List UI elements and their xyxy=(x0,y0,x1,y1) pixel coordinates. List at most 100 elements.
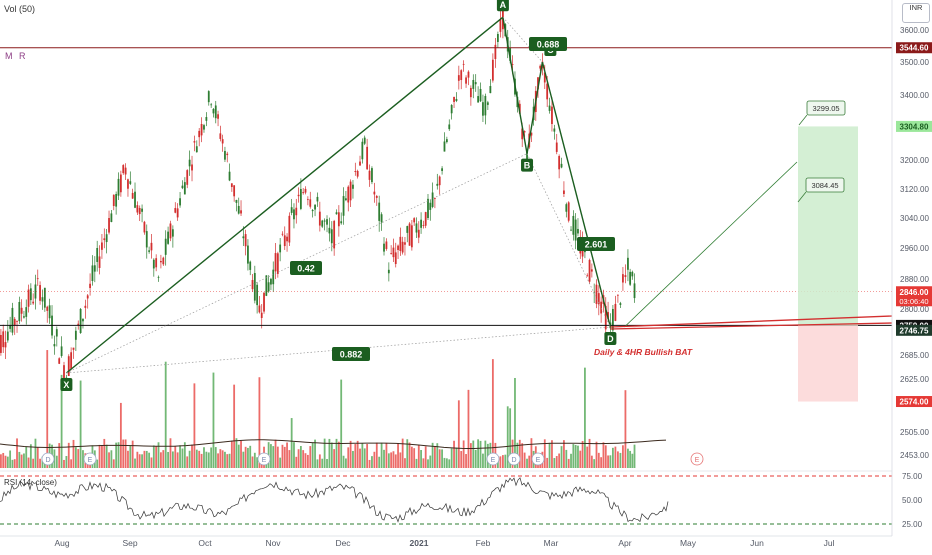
volume-bar xyxy=(2,452,5,468)
candle-body xyxy=(251,280,254,290)
candle-body xyxy=(546,83,549,100)
pattern-point-b-badge xyxy=(521,158,534,172)
event-marker-label: E xyxy=(262,457,267,464)
volume-bar xyxy=(443,457,446,468)
candle-body xyxy=(105,234,108,243)
candle-body xyxy=(455,98,458,101)
volume-bar xyxy=(499,456,502,468)
volume-bar xyxy=(181,448,184,468)
candle-body xyxy=(67,356,70,376)
time-tick-label: Jul xyxy=(824,538,835,548)
time-tick-label: Sep xyxy=(122,538,137,548)
candle-body xyxy=(226,153,229,156)
currency-button[interactable]: INR xyxy=(902,3,930,23)
volume-bar xyxy=(65,456,68,468)
volume-bar xyxy=(518,439,521,468)
candle-body xyxy=(323,220,326,222)
candle-body xyxy=(84,305,87,308)
candle-body xyxy=(160,260,162,263)
candle-body xyxy=(270,278,272,285)
stop-zone xyxy=(798,325,858,402)
candle-body xyxy=(191,164,193,171)
candle-body xyxy=(249,261,252,270)
volume-bar xyxy=(233,384,236,468)
pattern-point-b: B xyxy=(524,161,531,171)
candle-body xyxy=(235,199,238,203)
volume-bar xyxy=(171,451,174,468)
volume-bar xyxy=(410,446,413,468)
candle-body xyxy=(267,282,270,292)
candle-body xyxy=(555,142,558,152)
time-tick-label: 2021 xyxy=(410,538,429,548)
candle-body xyxy=(479,88,482,102)
candle-body xyxy=(631,271,634,277)
candle-body xyxy=(572,215,575,235)
volume-bar xyxy=(383,449,385,468)
candle-body xyxy=(521,128,524,140)
volume-bar xyxy=(347,447,350,468)
volume-bar xyxy=(77,449,80,468)
candle-body xyxy=(477,96,480,103)
time-tick-label: Dec xyxy=(335,538,351,548)
volume-bar xyxy=(251,456,254,468)
candle-body xyxy=(27,289,30,307)
ratio-badge-ab-bc xyxy=(529,37,567,51)
event-marker-label: D xyxy=(45,457,50,464)
volume-bar xyxy=(200,453,203,468)
candle-body xyxy=(590,269,593,272)
event-marker-label: E xyxy=(491,457,496,464)
volume-bar xyxy=(253,452,256,468)
candle-body xyxy=(150,242,153,251)
price-tick-label: 3600.00 xyxy=(900,26,929,35)
volume-bar xyxy=(27,457,30,468)
candle-body xyxy=(169,223,172,239)
volume-bar xyxy=(543,439,546,468)
candle-body xyxy=(276,253,279,274)
volume-bar xyxy=(375,442,378,468)
candle-body xyxy=(345,198,347,201)
volume-bar xyxy=(600,457,603,468)
price-tick-label: 2453.00 xyxy=(900,451,929,460)
candle-body xyxy=(563,190,565,194)
candle-body xyxy=(434,198,436,199)
candle-body xyxy=(422,224,425,226)
rsi-indicator-label: RSI (14, close) xyxy=(4,478,57,487)
candle-body xyxy=(143,221,146,233)
pattern-point-d-badge xyxy=(604,332,617,345)
candle-body xyxy=(193,141,196,143)
candle-body xyxy=(445,139,448,143)
volume-bar xyxy=(597,452,600,468)
candle-body xyxy=(162,257,165,265)
volume-bar xyxy=(337,441,340,468)
candle-body xyxy=(371,168,373,183)
target-callout-box xyxy=(806,100,846,116)
volume-bar xyxy=(157,442,160,468)
price-tick-label: 3200.00 xyxy=(900,156,929,165)
volume-bar xyxy=(460,451,463,468)
candle-body xyxy=(164,238,167,255)
volume-bar xyxy=(195,449,198,468)
candle-body xyxy=(326,219,328,225)
candle-body xyxy=(265,275,268,296)
candle-body xyxy=(186,170,189,185)
candle-body xyxy=(392,247,395,258)
price-marker-label: 3544.60 xyxy=(900,44,929,53)
volume-bar xyxy=(176,452,179,468)
volume-bar xyxy=(506,406,509,468)
candle-body xyxy=(408,223,411,246)
event-marker-label: E xyxy=(695,457,700,464)
candle-body xyxy=(415,223,418,233)
volume-bar xyxy=(434,446,436,468)
volume-bar xyxy=(445,458,448,468)
price-tick-label: 2685.00 xyxy=(900,351,929,360)
volume-bar xyxy=(131,440,134,468)
candle-body xyxy=(443,141,446,152)
time-tick-label: Apr xyxy=(618,538,631,548)
volume-bar xyxy=(293,442,295,468)
volume-bar xyxy=(34,438,37,468)
volume-bar xyxy=(117,442,120,468)
candle-body xyxy=(286,236,288,242)
candle-body xyxy=(200,123,203,136)
